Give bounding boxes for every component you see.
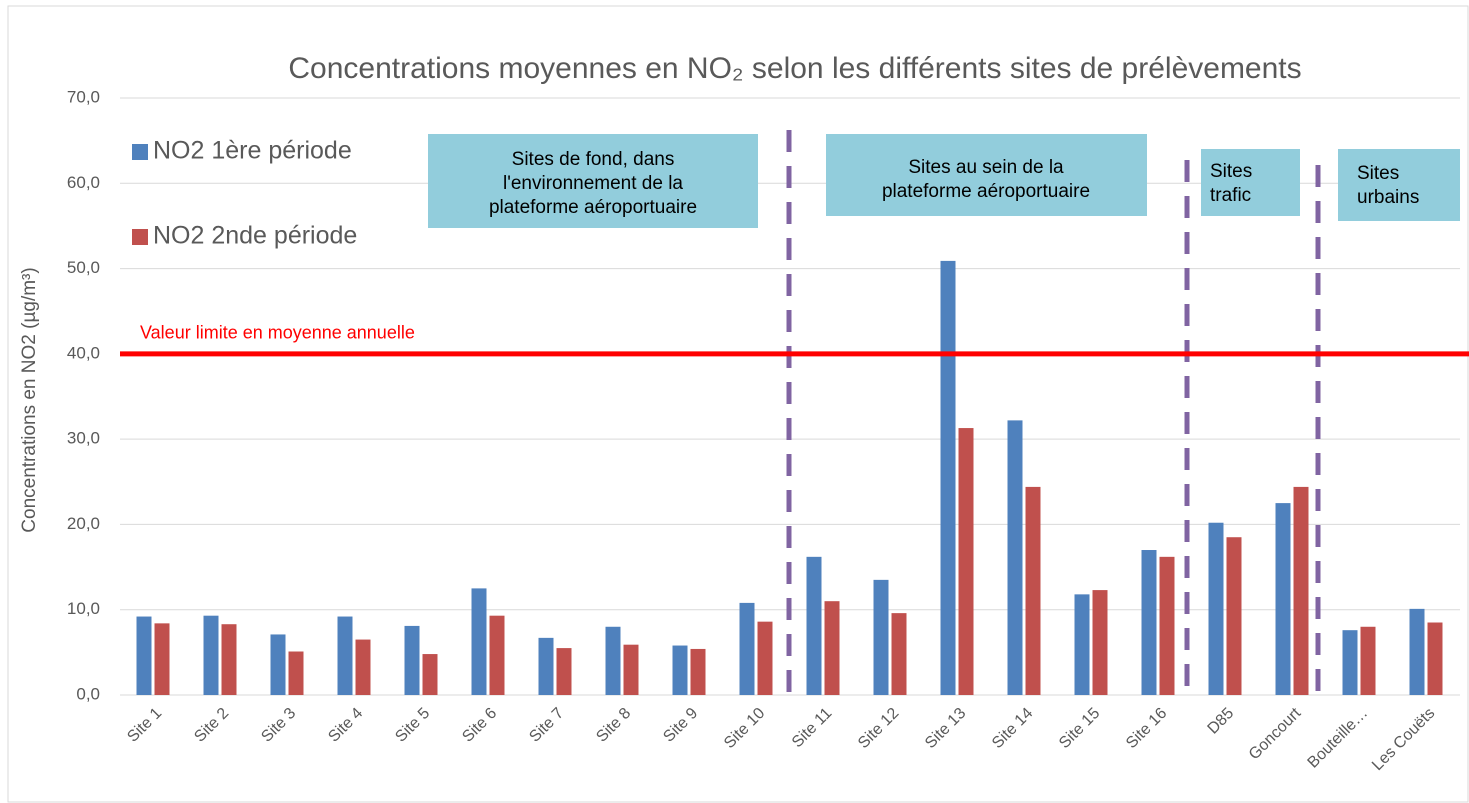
group-box xyxy=(1338,149,1460,221)
bar xyxy=(203,615,219,695)
bar xyxy=(1141,550,1157,695)
x-tick-label: Site 8 xyxy=(593,705,634,746)
bar xyxy=(623,644,639,695)
x-tick-label: Bouteille… xyxy=(1305,705,1372,772)
chart-frame xyxy=(7,5,1469,803)
bar xyxy=(824,601,840,695)
bar xyxy=(489,615,505,695)
bar xyxy=(1159,556,1175,695)
bar xyxy=(136,616,152,695)
group-box xyxy=(826,134,1147,216)
bar xyxy=(270,634,286,695)
bar xyxy=(1208,522,1224,695)
x-tick-label: Site 12 xyxy=(855,705,902,752)
bar xyxy=(757,621,773,695)
y-tick-label: 0,0 xyxy=(76,684,100,703)
legend-swatch xyxy=(132,229,148,245)
bar xyxy=(288,651,304,695)
group-box xyxy=(1201,149,1300,216)
bar xyxy=(1025,486,1041,695)
x-tick-label: Site 15 xyxy=(1056,705,1103,752)
x-tick-label: Site 6 xyxy=(459,705,500,746)
limit-label: Valeur limite en moyenne annuelle xyxy=(140,323,415,343)
x-tick-label: Site 9 xyxy=(660,705,701,746)
bar xyxy=(1360,626,1376,695)
legend-label: NO2 2nde période xyxy=(153,222,357,250)
bar xyxy=(958,428,974,695)
group-label: urbains xyxy=(1357,187,1419,208)
bar xyxy=(672,645,688,695)
group-box xyxy=(428,134,758,228)
y-tick-label: 70,0 xyxy=(67,87,100,106)
x-tick-label: Site 7 xyxy=(526,705,567,746)
bar xyxy=(1007,420,1023,695)
y-tick-label: 50,0 xyxy=(67,258,100,277)
bar xyxy=(1226,537,1242,695)
x-tick-label: Site 10 xyxy=(721,705,768,752)
group-label: Sites xyxy=(1210,161,1252,182)
x-tick-label: Site 14 xyxy=(989,705,1036,752)
bar xyxy=(154,623,170,695)
bar xyxy=(873,579,889,695)
bar xyxy=(1275,503,1291,695)
group-label: Sites de fond, dans xyxy=(512,149,675,170)
x-tick-label: Site 4 xyxy=(325,705,366,746)
bar xyxy=(1293,486,1309,695)
bar xyxy=(739,602,755,695)
x-tick-label: Goncourt xyxy=(1246,704,1305,763)
bar xyxy=(221,624,237,695)
y-tick-label: 60,0 xyxy=(67,173,100,192)
bar xyxy=(422,654,438,695)
bar xyxy=(337,616,353,695)
x-tick-label: Site 5 xyxy=(392,705,433,746)
x-tick-label: Site 3 xyxy=(258,705,299,746)
bar xyxy=(1074,594,1090,695)
bar xyxy=(891,613,907,695)
group-label: plateforme aéroportuaire xyxy=(882,181,1090,202)
group-label: Sites xyxy=(1357,163,1399,184)
group-label: l'environnement de la xyxy=(503,173,683,194)
group-label: trafic xyxy=(1210,185,1251,206)
legend-label: NO2 1ère période xyxy=(153,137,352,165)
x-tick-label: D85 xyxy=(1205,705,1238,738)
x-tick-label: Site 2 xyxy=(191,705,232,746)
bar xyxy=(404,625,420,695)
bar xyxy=(1342,630,1358,695)
bar xyxy=(1092,590,1108,695)
y-axis-label: Concentrations en NO2 (µg/m³) xyxy=(19,267,40,532)
bar xyxy=(806,556,822,695)
bar xyxy=(605,626,621,695)
separators xyxy=(786,130,1321,695)
bar xyxy=(355,639,371,695)
chart-title: Concentrations moyennes en NO₂ selon les… xyxy=(288,52,1301,85)
bar xyxy=(1409,608,1425,695)
bar xyxy=(940,260,956,695)
bar xyxy=(690,648,706,695)
y-tick-label: 30,0 xyxy=(67,429,100,448)
bar xyxy=(471,588,487,695)
bar xyxy=(556,648,572,695)
x-tick-label: Site 13 xyxy=(922,705,969,752)
group-label: plateforme aéroportuaire xyxy=(489,197,697,218)
bar xyxy=(538,637,554,695)
bar xyxy=(1427,622,1443,695)
group-label: Sites au sein de la xyxy=(908,157,1064,178)
legend-swatch xyxy=(132,144,148,160)
y-tick-label: 40,0 xyxy=(67,343,100,362)
y-tick-label: 10,0 xyxy=(67,599,100,618)
y-tick-label: 20,0 xyxy=(67,514,100,533)
x-tick-label: Site 1 xyxy=(124,705,165,746)
group-boxes xyxy=(428,134,1460,228)
x-tick-label: Les Couëts xyxy=(1369,705,1438,774)
x-tick-label: Site 16 xyxy=(1123,705,1170,752)
x-tick-label: Site 11 xyxy=(789,705,835,751)
